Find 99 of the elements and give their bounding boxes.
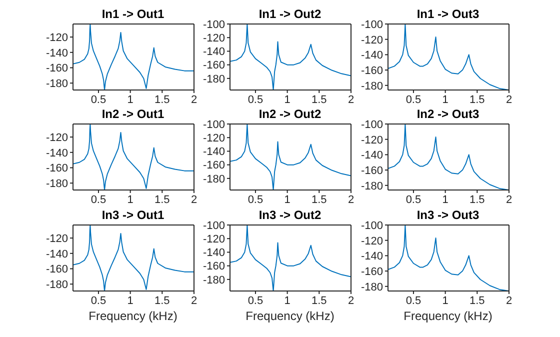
chart-title: In3 -> Out1 xyxy=(100,207,166,224)
x-tick-label: 0.5 xyxy=(406,94,422,106)
y-tick-label: -160 xyxy=(46,264,68,276)
y-tick-label: -120 xyxy=(202,234,225,246)
x-tick-label: 2 xyxy=(348,294,354,307)
x-axis-title: Frequency (kHz) xyxy=(244,309,336,323)
y-tick-label: -100 xyxy=(360,220,383,232)
x-tick-label: 1 xyxy=(284,194,290,206)
chart-title: In3 -> Out3 xyxy=(416,207,480,224)
y-tick-label: -100 xyxy=(202,118,225,131)
y-tick-label: -120 xyxy=(360,134,383,146)
x-tick-label: 0.5 xyxy=(90,94,106,106)
line-series xyxy=(388,124,509,190)
x-tick-label: 0.5 xyxy=(406,294,422,307)
x-tick-label: 1 xyxy=(284,94,290,106)
x-axis-title: Frequency (kHz) xyxy=(402,309,494,323)
x-tick-label: 2 xyxy=(348,94,354,106)
chart-title: In1 -> Out1 xyxy=(100,6,166,23)
x-tick-label: 0.5 xyxy=(90,294,106,307)
y-tick-label: -120 xyxy=(202,32,225,45)
x-tick-label: 1.5 xyxy=(470,194,485,206)
x-tick-label: 2 xyxy=(506,194,512,206)
chart-title: In2 -> Out3 xyxy=(416,106,480,123)
x-tick-label: 1 xyxy=(442,294,448,307)
x-tick-label: 2 xyxy=(506,294,512,307)
y-tick-label: -160 xyxy=(46,62,68,75)
x-tick-label: 0.5 xyxy=(90,194,106,206)
x-tick-label: 0.5 xyxy=(248,194,264,206)
line-series xyxy=(388,225,509,291)
line-series xyxy=(73,24,194,90)
x-tick-label: 2 xyxy=(506,94,512,106)
x-tick-label: 1.5 xyxy=(154,94,170,106)
x-axis-title: Frequency (kHz) xyxy=(88,309,178,323)
y-tick-label: -160 xyxy=(46,162,68,175)
y-tick-label: -160 xyxy=(202,260,225,273)
x-tick-label: 1.5 xyxy=(470,94,485,106)
y-tick-label: -180 xyxy=(202,73,225,86)
y-tick-label: -180 xyxy=(46,178,68,190)
line-series xyxy=(230,124,351,190)
y-tick-label: -160 xyxy=(360,164,383,177)
y-tick-label: -140 xyxy=(202,46,225,58)
x-tick-label: 1.5 xyxy=(154,294,170,307)
line-series xyxy=(388,24,509,90)
chart-title: In1 -> Out2 xyxy=(258,6,322,23)
x-tick-label: 1 xyxy=(127,94,134,106)
y-tick-label: -100 xyxy=(202,18,225,31)
x-tick-label: 1.5 xyxy=(312,94,327,106)
y-tick-label: -180 xyxy=(360,80,383,92)
y-tick-label: -120 xyxy=(202,132,225,145)
y-tick-label: -160 xyxy=(360,266,383,278)
x-tick-label: 0.5 xyxy=(248,294,264,307)
line-series xyxy=(73,225,194,291)
y-tick-label: -140 xyxy=(202,247,225,260)
y-tick-label: -100 xyxy=(360,18,383,31)
line-series xyxy=(230,24,351,90)
x-tick-label: 2 xyxy=(190,194,198,206)
y-tick-label: -160 xyxy=(360,64,383,77)
y-tick-label: -140 xyxy=(360,150,383,162)
y-tick-label: -180 xyxy=(360,281,383,294)
y-tick-label: -120 xyxy=(360,235,383,248)
x-tick-label: 2 xyxy=(190,94,198,106)
y-tick-label: -140 xyxy=(360,50,383,62)
x-tick-label: 1.5 xyxy=(312,194,327,206)
x-tick-label: 1 xyxy=(127,294,134,307)
y-tick-label: -180 xyxy=(46,78,68,90)
x-tick-label: 2 xyxy=(190,294,198,307)
x-tick-label: 1 xyxy=(127,194,134,206)
y-tick-label: -120 xyxy=(46,132,68,144)
y-tick-label: -100 xyxy=(360,118,383,131)
y-tick-label: -120 xyxy=(46,232,68,245)
x-tick-label: 0.5 xyxy=(248,94,264,106)
y-tick-label: -100 xyxy=(202,220,225,232)
x-tick-label: 1.5 xyxy=(470,294,485,307)
line-series xyxy=(73,124,194,190)
y-tick-label: -120 xyxy=(360,34,383,46)
x-tick-label: 1.5 xyxy=(154,194,170,206)
chart-title: In2 -> Out2 xyxy=(258,106,322,123)
y-tick-label: -140 xyxy=(46,248,68,260)
x-tick-label: 1 xyxy=(442,94,448,106)
y-tick-label: -140 xyxy=(202,146,225,158)
x-tick-label: 0.5 xyxy=(406,194,422,206)
x-tick-label: 2 xyxy=(348,194,354,206)
y-tick-label: -140 xyxy=(360,250,383,263)
line-series xyxy=(230,225,351,291)
y-tick-label: -160 xyxy=(202,60,225,72)
chart-title: In1 -> Out3 xyxy=(416,6,480,23)
y-tick-label: -160 xyxy=(202,160,225,172)
chart-title: In2 -> Out1 xyxy=(100,106,166,123)
chart-title: In3 -> Out2 xyxy=(258,207,322,224)
x-tick-label: 1.5 xyxy=(312,294,327,307)
y-tick-label: -180 xyxy=(202,274,225,286)
y-tick-label: -140 xyxy=(46,47,68,60)
y-tick-label: -140 xyxy=(46,147,68,160)
x-tick-label: 1 xyxy=(284,294,290,307)
y-tick-label: -180 xyxy=(202,173,225,186)
x-tick-label: 1 xyxy=(442,194,448,206)
y-tick-label: -120 xyxy=(46,32,68,44)
y-tick-label: -180 xyxy=(46,279,68,291)
y-tick-label: -180 xyxy=(360,180,383,192)
